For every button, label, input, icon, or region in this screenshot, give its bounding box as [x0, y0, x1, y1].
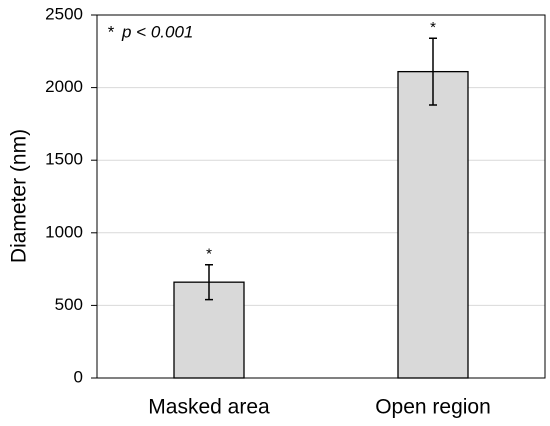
x-tick-label: Open region	[375, 396, 491, 419]
error-bar	[205, 263, 213, 301]
y-axis-label: Diameter (nm)	[8, 129, 31, 263]
y-tick-label: 2500	[45, 4, 83, 23]
y-tick-label: 2000	[45, 77, 83, 96]
y-tick-label: 1500	[45, 150, 83, 169]
y-tick-label: 1000	[45, 222, 83, 241]
annotation: p < 0.001	[121, 22, 193, 41]
error-bar	[429, 37, 437, 106]
annotation-marker: *	[108, 22, 115, 41]
y-tick-label: 500	[55, 295, 83, 314]
y-tick-label: 0	[74, 367, 83, 386]
significance-label: *	[430, 19, 436, 36]
significance-label: *	[206, 246, 212, 263]
bar	[397, 70, 469, 379]
x-tick-label: Masked area	[148, 396, 270, 419]
plot-frame	[96, 14, 546, 379]
